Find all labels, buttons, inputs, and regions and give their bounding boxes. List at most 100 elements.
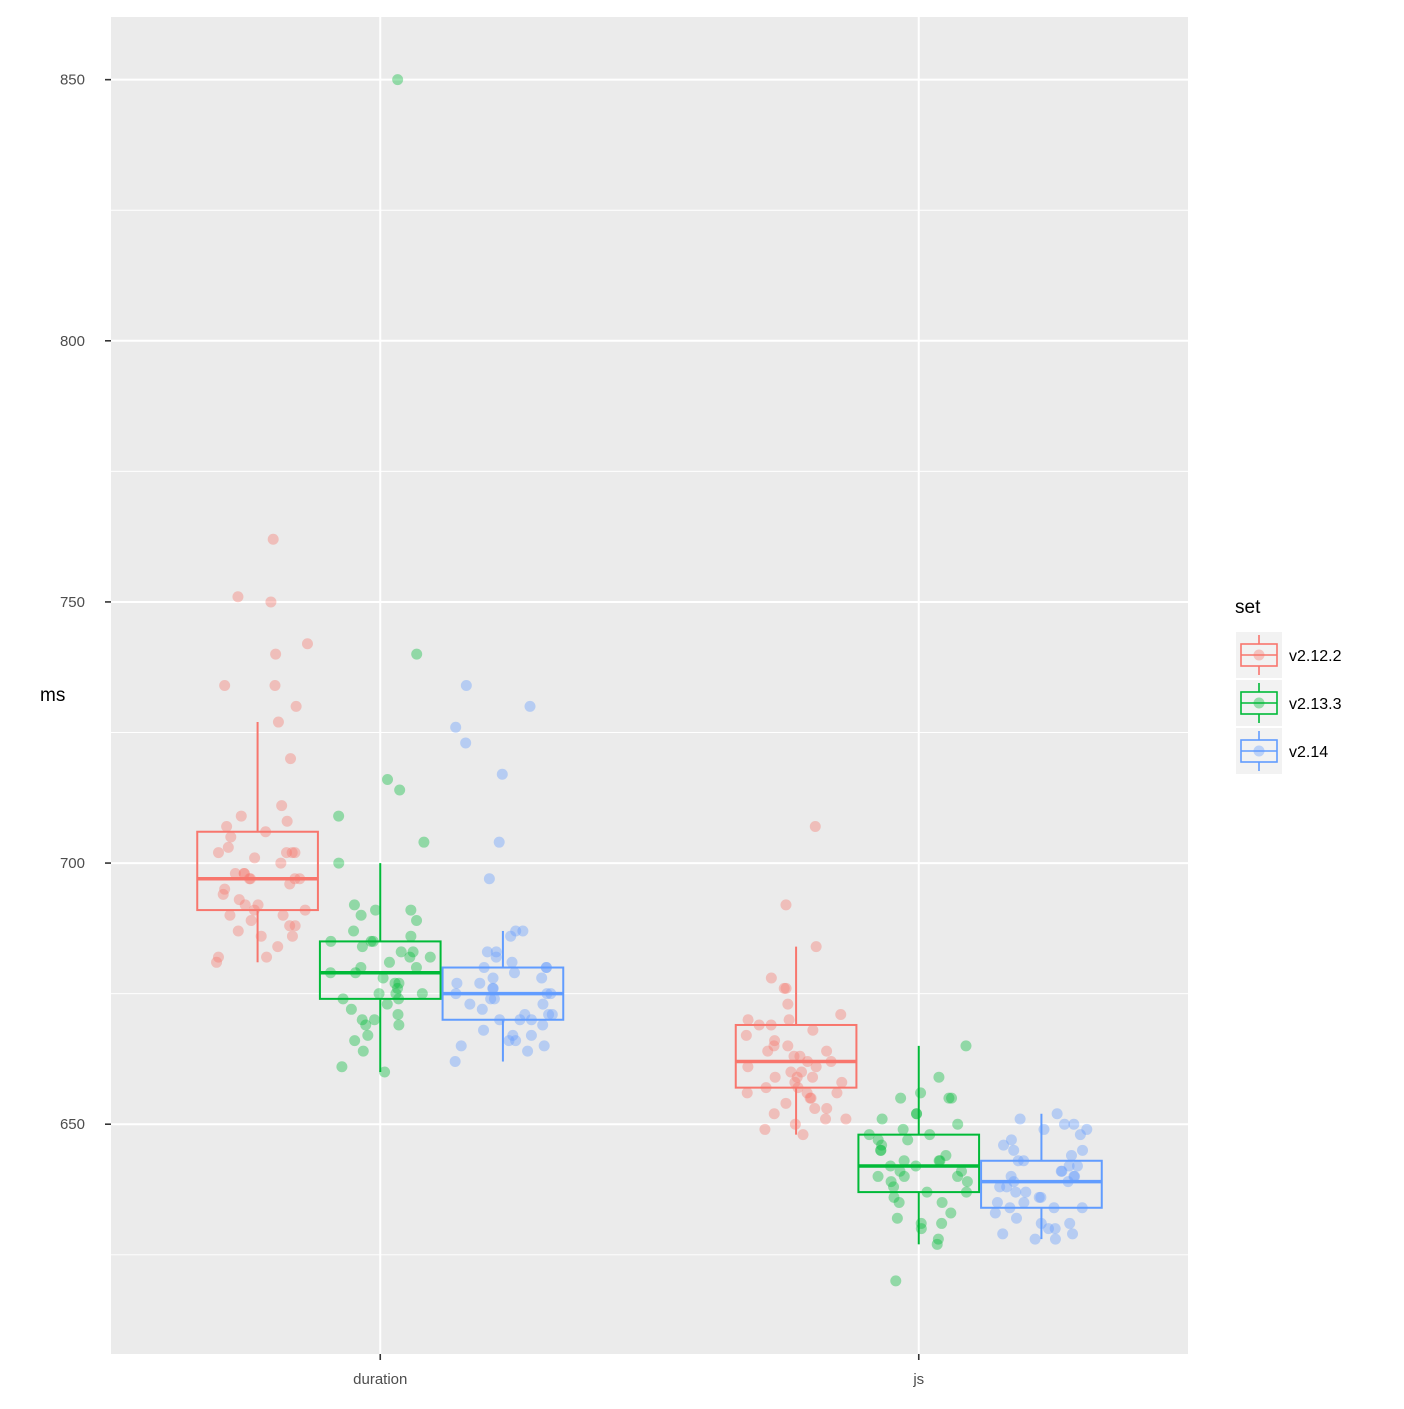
data-point [404,951,416,963]
legend: set v2.12.2 v2.13.3 v2.14 [1235,597,1342,774]
data-point [276,800,288,812]
data-point [804,1092,816,1104]
data-point [759,1123,771,1135]
data-point [505,930,517,942]
data-point [449,1056,461,1068]
data-point [392,74,404,86]
data-point [1051,1108,1063,1120]
plot-panel [111,17,1188,1354]
data-point [290,700,302,712]
data-point [284,920,296,932]
data-point [407,946,419,958]
data-point [416,988,428,1000]
data-point [229,868,241,880]
data-point [373,988,385,1000]
data-point [1049,1233,1061,1245]
data-point [789,1076,801,1088]
data-point [785,1066,797,1078]
data-point [265,596,277,608]
data-point [546,1009,558,1021]
data-point [998,1139,1010,1151]
data-point [460,737,472,749]
data-point [418,836,430,848]
data-point [934,1155,946,1167]
data-point [1035,1191,1047,1203]
data-point [791,1071,803,1083]
data-point [1029,1233,1041,1245]
data-point [360,1019,372,1031]
data-point [876,1113,888,1125]
data-point [490,946,502,958]
data-point [1064,1217,1076,1229]
data-point [286,847,298,859]
data-point [911,1108,923,1120]
data-point [933,1071,945,1083]
data-point [890,1275,902,1287]
box-layer [196,74,1103,1287]
data-point [284,878,296,890]
data-point [411,915,423,927]
data-point [1049,1223,1061,1235]
data-point [875,1144,887,1156]
data-point [219,680,231,691]
data-point [797,1129,809,1141]
data-point [831,1087,843,1099]
data-point [519,1009,531,1021]
data-point [379,1066,391,1078]
data-point [345,1003,357,1015]
data-point [464,998,476,1010]
data-point [478,1024,490,1036]
data-point [508,967,520,979]
data-point [537,998,549,1010]
data-point [991,1197,1003,1209]
data-point [936,1217,948,1229]
data-point [285,753,297,765]
data-point [807,1024,819,1036]
data-point [1005,1134,1017,1146]
data-point [768,1040,780,1052]
data-point [933,1155,945,1167]
data-point [261,951,273,963]
data-point [481,946,493,958]
data-point [769,1035,781,1047]
y-tick-label: 750 [60,594,85,611]
data-point [780,982,792,994]
data-point [272,716,284,728]
y-tick-label: 700 [60,855,85,872]
data-point [377,972,389,984]
data-point [961,1176,973,1188]
data-point [451,977,463,989]
data-point [348,899,360,911]
data-point [894,1165,906,1177]
data-point [301,638,313,650]
legend-label: v2.14 [1289,744,1328,761]
data-point [783,1014,795,1026]
data-point [517,925,529,937]
data-point [392,1009,404,1021]
data-point [1008,1144,1020,1156]
legend-label: v2.13.3 [1289,696,1342,713]
data-point [1038,1123,1050,1135]
data-point [483,873,495,885]
data-point [1014,1113,1026,1125]
data-point [1067,1228,1079,1240]
data-point [1081,1123,1093,1135]
data-point [876,1139,888,1151]
box [980,1159,1103,1209]
data-point [424,951,436,963]
data-point [809,821,821,833]
data-point [840,1113,852,1125]
data-point [493,836,505,848]
data-point [524,700,536,712]
data-point [994,1181,1006,1193]
data-point [487,972,499,984]
data-point [221,821,233,833]
data-point [821,1103,833,1115]
data-point [212,847,224,859]
data-point [898,1155,910,1167]
data-point [932,1233,944,1245]
data-point [487,982,499,994]
data-point [476,1003,488,1015]
data-point [450,721,462,733]
data-point [232,591,244,603]
